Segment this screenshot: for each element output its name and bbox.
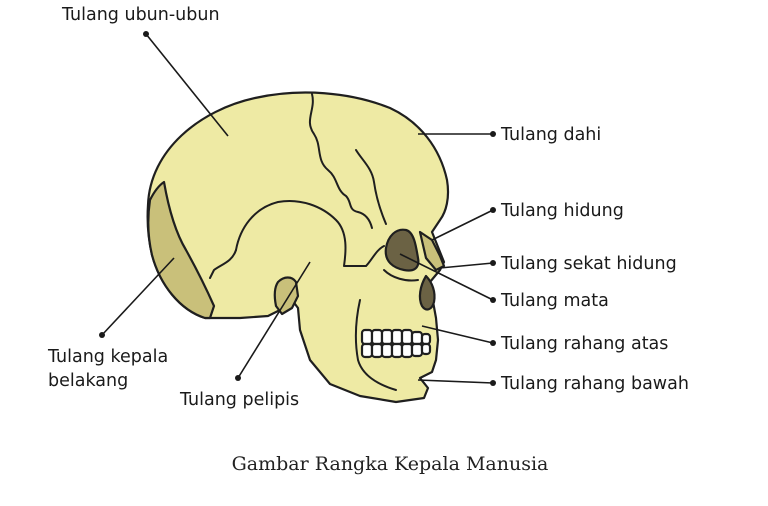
label-mandible: Tulang rahang bawah bbox=[500, 374, 689, 394]
frontal-suture bbox=[355, 149, 387, 225]
tooth bbox=[420, 342, 432, 356]
labels: Tulang ubun-ubun Tulang dahi Tulang hidu… bbox=[47, 5, 689, 410]
leader-dot-frontal bbox=[490, 131, 496, 137]
cheek-line bbox=[383, 269, 419, 282]
coronal-suture bbox=[309, 93, 373, 229]
tooth bbox=[390, 342, 404, 359]
leader-occipital bbox=[101, 257, 175, 336]
label-occipital-line1: Tulang kepala bbox=[47, 347, 168, 367]
tooth bbox=[380, 328, 394, 346]
nasal-cavity bbox=[418, 274, 436, 311]
leader-dot-temporal bbox=[235, 375, 241, 381]
tooth bbox=[370, 328, 384, 346]
label-orbit: Tulang mata bbox=[500, 291, 609, 311]
tooth bbox=[400, 328, 414, 346]
label-parietal: Tulang ubun-ubun bbox=[61, 5, 220, 25]
tooth bbox=[420, 332, 432, 346]
leader-maxilla bbox=[421, 325, 494, 344]
tooth bbox=[370, 342, 384, 359]
leader-dot-parietal bbox=[143, 31, 149, 37]
leader-septum bbox=[439, 262, 494, 269]
temporal-suture bbox=[209, 249, 237, 279]
leader-lines bbox=[99, 31, 496, 386]
leader-parietal bbox=[145, 33, 229, 137]
leader-dot-mandible bbox=[490, 380, 496, 386]
tooth bbox=[360, 342, 374, 359]
leader-dot-nasal bbox=[490, 207, 496, 213]
temporal-patch bbox=[273, 276, 300, 316]
tooth bbox=[410, 330, 424, 346]
leader-nasal bbox=[431, 209, 494, 241]
label-occipital-line2: belakang bbox=[48, 371, 128, 391]
jaw-line bbox=[354, 299, 397, 391]
figure-caption: Gambar Rangka Kepala Manusia bbox=[232, 453, 549, 475]
leader-dot-occipital bbox=[99, 332, 105, 338]
label-temporal: Tulang pelipis bbox=[179, 390, 299, 410]
tooth bbox=[360, 328, 374, 346]
tooth bbox=[410, 342, 424, 358]
leader-dot-orbit bbox=[490, 297, 496, 303]
tooth bbox=[380, 342, 394, 359]
label-nasal: Tulang hidung bbox=[500, 201, 624, 221]
leader-mandible bbox=[417, 379, 494, 384]
squamous-suture bbox=[235, 200, 385, 267]
teeth-group bbox=[360, 328, 432, 359]
leader-dot-maxilla bbox=[490, 340, 496, 346]
label-frontal: Tulang dahi bbox=[500, 125, 601, 145]
tooth bbox=[390, 328, 404, 346]
skull-illustration bbox=[146, 91, 450, 404]
tooth bbox=[400, 342, 414, 359]
label-maxilla: Tulang rahang atas bbox=[500, 334, 668, 354]
eye-socket bbox=[384, 228, 420, 272]
leader-temporal bbox=[237, 261, 311, 379]
label-septum: Tulang sekat hidung bbox=[500, 254, 677, 274]
leader-dot-septum bbox=[490, 260, 496, 266]
occipital-bone bbox=[147, 180, 216, 320]
leader-orbit bbox=[399, 253, 494, 301]
